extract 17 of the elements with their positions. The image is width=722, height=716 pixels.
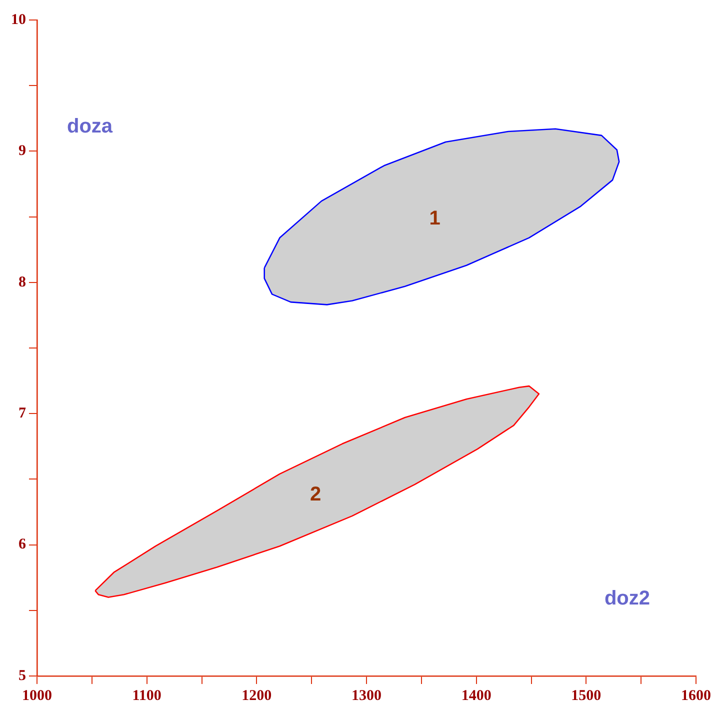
- series-label: 2: [310, 483, 322, 506]
- x-tick-label: 1600: [681, 688, 711, 704]
- y-tick-label: 6: [18, 536, 26, 553]
- x-tick-label: 1100: [132, 688, 162, 704]
- y-tick-label: 8: [18, 274, 26, 290]
- y-axis-title: doza: [67, 116, 114, 138]
- y-tick-label: 10: [11, 12, 26, 28]
- x-tick-label: 1500: [571, 688, 602, 704]
- x-tick-label: 1300: [352, 688, 382, 704]
- x-tick-label: 1200: [242, 688, 272, 704]
- x-tick-label: 1400: [461, 688, 492, 704]
- series-label: 1: [429, 207, 440, 230]
- y-tick-label: 5: [18, 668, 26, 684]
- y-tick-label: 7: [18, 405, 26, 422]
- y-tick-label: 9: [18, 143, 26, 160]
- x-tick-label: 1000: [22, 688, 52, 704]
- x-axis-title: doz2: [604, 588, 650, 610]
